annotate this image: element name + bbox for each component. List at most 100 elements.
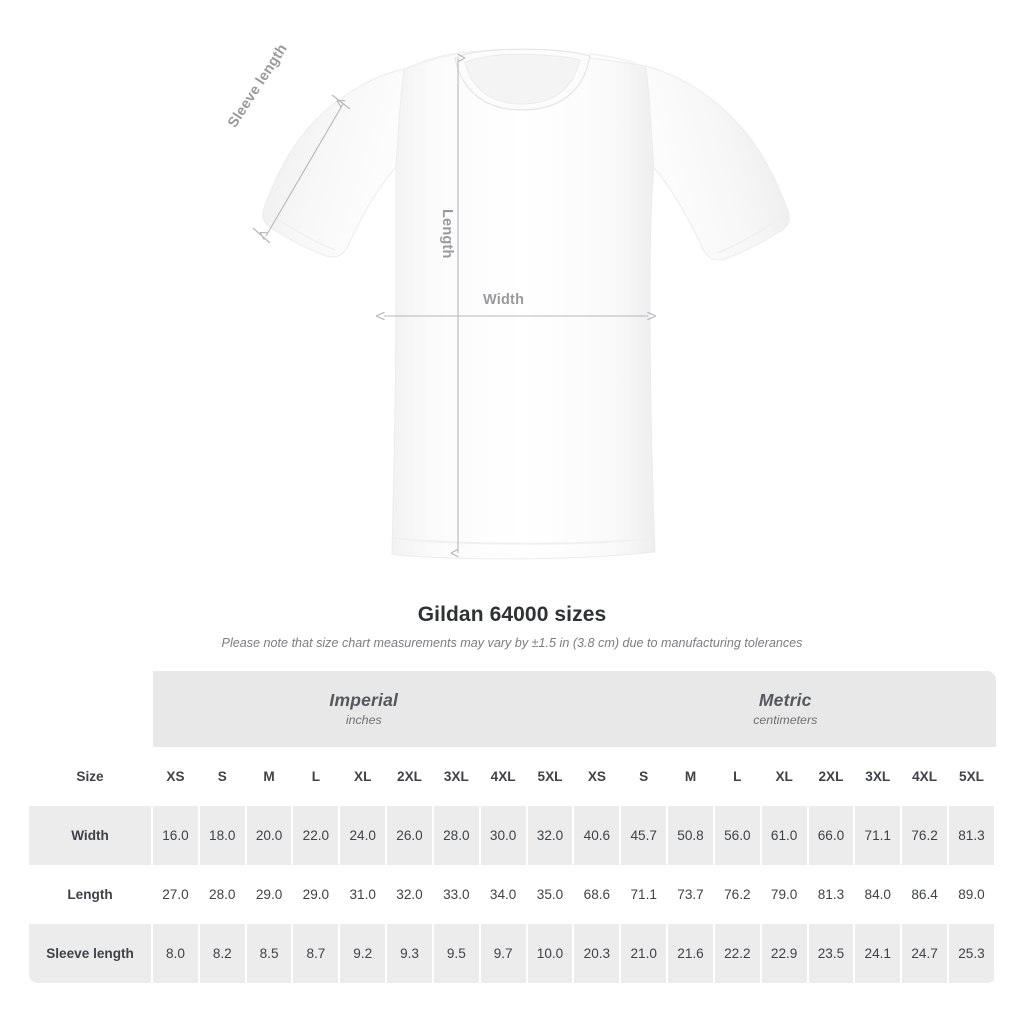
unit-band-row: Imperial inches Metric centimeters: [29, 671, 996, 747]
size-row-label: Size: [29, 747, 154, 806]
right-sleeve-hem: [716, 214, 786, 254]
cell-width-metric-4xl: 76.2: [902, 806, 949, 865]
cell-width-imperial-xl: 24.0: [340, 806, 388, 865]
table-row: Width 16.0 18.0 20.0 22.0 24.0 26.0 28.0…: [29, 806, 996, 865]
cell-sleeve-metric-m: 21.6: [668, 924, 715, 983]
size-header-imperial-l: L: [293, 747, 341, 806]
size-header-imperial-2xl: 2XL: [387, 747, 434, 806]
cell-sleeve-metric-4xl: 24.7: [902, 924, 949, 983]
size-header-metric-3xl: 3XL: [855, 747, 903, 806]
garment-diagram: Sleeve length Length Width: [225, 41, 790, 560]
cell-length-imperial-xl: 31.0: [340, 865, 388, 924]
cell-width-metric-xl: 61.0: [761, 806, 809, 865]
hem-line: [393, 537, 654, 545]
cell-length-imperial-xs: 27.0: [153, 865, 200, 924]
cell-sleeve-metric-2xl: 23.5: [808, 924, 856, 983]
tshirt-illustration: [252, 48, 790, 560]
cell-sleeve-imperial-xl: 9.2: [340, 924, 388, 983]
size-header-imperial-4xl: 4XL: [480, 747, 528, 806]
cell-length-metric-2xl: 81.3: [808, 865, 856, 924]
cell-length-metric-m: 73.7: [668, 865, 715, 924]
cell-sleeve-imperial-5xl: 10.0: [527, 924, 575, 983]
cell-width-metric-2xl: 66.0: [808, 806, 856, 865]
right-shoulder-seam: [588, 53, 646, 68]
cell-length-metric-5xl: 89.0: [948, 865, 996, 924]
cell-width-imperial-3xl: 28.0: [433, 806, 481, 865]
size-header-imperial-xs: XS: [153, 747, 200, 806]
size-header-metric-l: L: [714, 747, 762, 806]
cell-length-imperial-2xl: 32.0: [387, 865, 434, 924]
width-label: Width: [483, 292, 525, 308]
unit-sub-metric: centimeters: [753, 713, 818, 728]
size-header-row: Size XS S M L XL 2XL 3XL 4XL 5XL XS S M …: [29, 747, 996, 806]
sleeve-dimension-arrow: [259, 99, 346, 240]
size-table: Imperial inches Metric centimeters Size …: [29, 671, 996, 983]
cell-width-metric-s: 45.7: [621, 806, 669, 865]
row-label-width: Width: [29, 806, 154, 865]
cell-sleeve-imperial-4xl: 9.7: [480, 924, 528, 983]
right-sleeve: [644, 65, 790, 261]
cell-length-metric-4xl: 86.4: [902, 865, 949, 924]
cell-sleeve-metric-s: 21.0: [621, 924, 669, 983]
cell-length-imperial-3xl: 33.0: [433, 865, 481, 924]
cell-width-metric-xs: 40.6: [574, 806, 622, 865]
cell-sleeve-imperial-2xl: 9.3: [387, 924, 434, 983]
cell-length-metric-xs: 68.6: [574, 865, 622, 924]
size-header-imperial-3xl: 3XL: [433, 747, 481, 806]
cell-width-imperial-4xl: 30.0: [480, 806, 528, 865]
cell-sleeve-imperial-s: 8.2: [199, 924, 247, 983]
sleeve-tick-top: [331, 94, 351, 110]
page-title: Gildan 64000 sizes: [417, 603, 607, 626]
unit-name-imperial: Imperial: [329, 690, 399, 711]
unit-band-spacer: [29, 671, 154, 747]
sleeve-tick-bottom: [252, 227, 271, 244]
tolerance-note: Please note that size chart measurements…: [221, 636, 803, 650]
cell-width-metric-m: 50.8: [668, 806, 715, 865]
unit-band-imperial: Imperial inches: [153, 671, 575, 747]
cell-length-metric-xl: 79.0: [761, 865, 809, 924]
cell-width-metric-5xl: 81.3: [948, 806, 996, 865]
cell-width-metric-3xl: 71.1: [855, 806, 903, 865]
cell-length-imperial-5xl: 35.0: [527, 865, 575, 924]
cell-length-metric-l: 76.2: [714, 865, 762, 924]
cell-width-imperial-l: 22.0: [293, 806, 341, 865]
size-header-metric-m: M: [668, 747, 715, 806]
cell-width-metric-l: 56.0: [714, 806, 762, 865]
cell-length-imperial-4xl: 34.0: [480, 865, 528, 924]
size-header-imperial-xl: XL: [340, 747, 388, 806]
cell-width-imperial-5xl: 32.0: [527, 806, 575, 865]
cell-length-metric-s: 71.1: [621, 865, 669, 924]
cell-sleeve-metric-l: 22.2: [714, 924, 762, 983]
cell-width-imperial-m: 20.0: [246, 806, 294, 865]
cell-width-imperial-s: 18.0: [199, 806, 247, 865]
cell-sleeve-metric-3xl: 24.1: [855, 924, 903, 983]
cell-sleeve-metric-xs: 20.3: [574, 924, 622, 983]
cell-length-metric-3xl: 84.0: [855, 865, 903, 924]
cell-sleeve-imperial-3xl: 9.5: [433, 924, 481, 983]
cell-length-imperial-s: 28.0: [199, 865, 247, 924]
size-header-metric-s: S: [621, 747, 669, 806]
size-table-container: Imperial inches Metric centimeters Size …: [29, 671, 996, 983]
table-row: Length 27.0 28.0 29.0 29.0 31.0 32.0 33.…: [29, 865, 996, 924]
table-row: Sleeve length 8.0 8.2 8.5 8.7 9.2 9.3 9.…: [29, 924, 996, 983]
row-label-length: Length: [29, 865, 154, 924]
cell-length-imperial-l: 29.0: [293, 865, 341, 924]
size-header-metric-4xl: 4XL: [902, 747, 949, 806]
cell-sleeve-metric-5xl: 25.3: [948, 924, 996, 983]
cell-sleeve-imperial-l: 8.7: [293, 924, 341, 983]
cell-width-imperial-2xl: 26.0: [387, 806, 434, 865]
size-header-metric-xs: XS: [574, 747, 622, 806]
unit-band-metric: Metric centimeters: [574, 671, 996, 747]
cell-width-imperial-xs: 16.0: [153, 806, 200, 865]
size-header-metric-5xl: 5XL: [948, 747, 996, 806]
cell-sleeve-imperial-xs: 8.0: [153, 924, 200, 983]
length-label: Length: [439, 209, 455, 259]
size-header-imperial-s: S: [199, 747, 247, 806]
unit-sub-imperial: inches: [345, 713, 382, 728]
size-header-metric-xl: XL: [761, 747, 809, 806]
cell-length-imperial-m: 29.0: [246, 865, 294, 924]
unit-name-metric: Metric: [758, 690, 812, 711]
size-header-metric-2xl: 2XL: [808, 747, 856, 806]
left-sleeve: [262, 68, 405, 258]
